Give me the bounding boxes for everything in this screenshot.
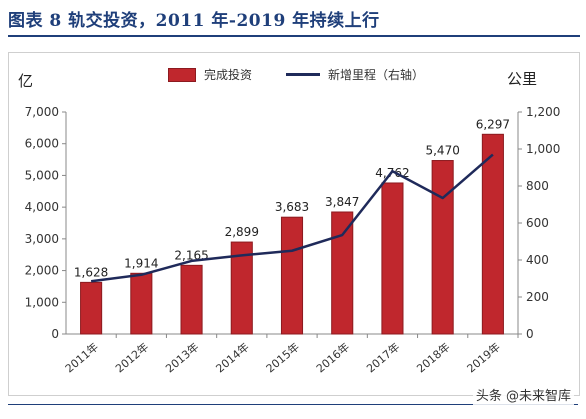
bottom-divider [8,404,578,405]
right-axis-tick-label: 600 [526,216,549,230]
left-axis-tick-label: 7,000 [25,105,59,119]
line-series-new-mileage [90,153,494,283]
left-axis-tick-label: 2,000 [25,264,59,278]
bar [431,160,454,335]
x-axis-tick-label: 2011年 [62,340,101,376]
right-axis-tick-label: 800 [526,179,549,193]
bar [80,281,103,335]
legend-bar-label: 完成投资 [204,68,253,82]
right-axis-unit: 公里 [507,70,538,88]
right-axis-tick-label: 1,200 [526,105,560,119]
title-divider [8,35,580,37]
left-axis-tick-label: 6,000 [25,137,59,151]
left-axis-tick-label: 1,000 [25,295,59,309]
right-axis-tick-label: 200 [526,290,549,304]
bar-data-label: 5,470 [425,144,459,158]
bar [331,211,354,335]
right-axis-tick-label: 0 [526,327,534,341]
x-axis-tick-label: 2014年 [213,340,252,376]
legend-bar-swatch [168,67,196,82]
bar [230,241,253,335]
left-axis-tick-label: 5,000 [25,168,59,182]
left-axis-tick-label: 0 [51,327,59,341]
right-axis-tick-label: 400 [526,253,549,267]
bar [481,133,504,335]
x-axis-tick-label: 2018年 [414,340,453,376]
bar [180,264,203,335]
bar-data-label: 6,297 [476,117,510,131]
bar-data-label: 3,847 [325,195,359,209]
right-axis-tick-label: 1,000 [526,142,560,156]
x-axis-tick-label: 2015年 [263,340,302,376]
bar-data-label: 2,899 [225,225,259,239]
bar-data-label: 1,914 [124,256,158,270]
left-axis-tick-label: 4,000 [25,200,59,214]
left-axis-unit: 亿 [18,72,34,90]
chart-legend: 完成投资 新增里程（右轴） [168,66,424,83]
bar [130,272,153,335]
bar [280,216,304,335]
legend-line-label: 新增里程（右轴） [328,68,425,82]
bar-data-label: 1,628 [74,265,108,279]
x-axis-tick-label: 2019年 [464,340,503,376]
x-axis-tick-label: 2013年 [163,340,202,376]
bar-data-label: 3,683 [275,200,309,214]
x-axis-tick-label: 2017年 [363,340,402,376]
watermark: 头条 @未来智库 [472,384,574,405]
x-axis-tick-label: 2016年 [313,340,352,376]
figure-title: 图表 8 轨交投资，2011 年-2019 年持续上行 [8,11,380,31]
x-axis-tick-label: 2012年 [112,340,151,376]
legend-line-swatch [286,73,321,76]
left-axis-tick-label: 3,000 [25,232,59,246]
bar [381,182,404,335]
